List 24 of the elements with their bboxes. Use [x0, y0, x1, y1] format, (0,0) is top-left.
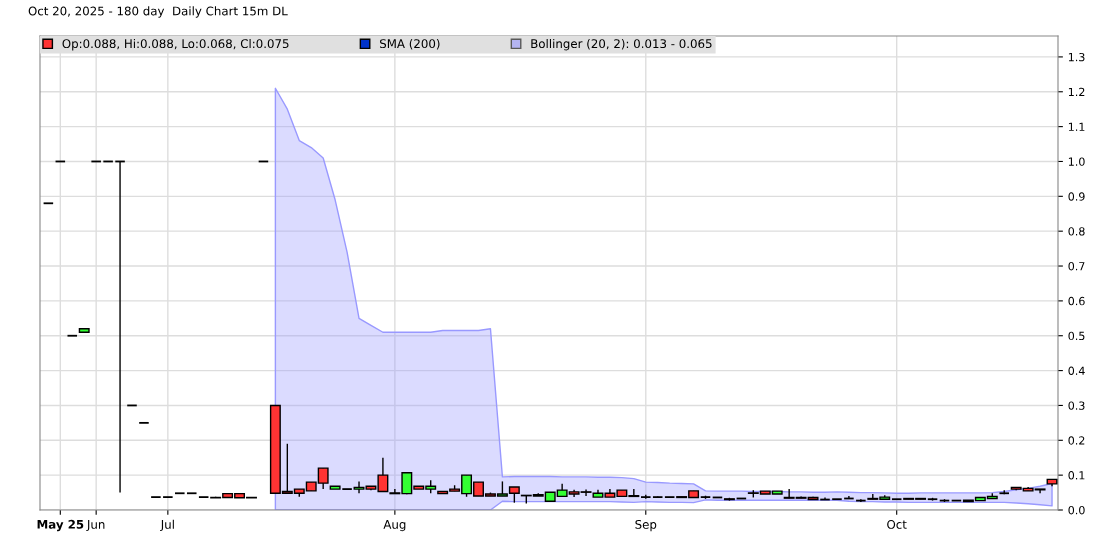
chart-subtitle: Oct 20, 2025 - 180 day Daily Chart 15m DL [28, 6, 288, 18]
legend-label: Op:0.088, Hi:0.088, Lo:0.068, Cl:0.075 [62, 38, 289, 51]
y-tick-label: 0.3 [1068, 401, 1085, 410]
y-tick-label: 1.1 [1068, 122, 1085, 131]
y-tick-label: 1.3 [1068, 52, 1085, 62]
y-tick-label: 0.9 [1068, 192, 1085, 201]
y-tick-label: 0.2 [1068, 436, 1085, 445]
y-tick-label: 0.7 [1068, 262, 1085, 271]
y-tick-label: 1.2 [1068, 87, 1085, 96]
x-tick-label: May 25 [37, 519, 84, 532]
legend-label: SMA (200) [380, 38, 440, 50]
x-tick-label: Oct [887, 519, 907, 529]
y-tick-label: 0.8 [1068, 227, 1085, 236]
legend-label: Bollinger (20, 2): 0.013 - 0.065 [531, 38, 712, 51]
y-tick-label: 0.1 [1068, 471, 1085, 480]
y-tick-label: 1.0 [1068, 157, 1085, 166]
x-tick-label: Jun [86, 520, 105, 532]
x-tick-label: Jul [160, 519, 174, 532]
y-tick-label: 0.5 [1068, 331, 1085, 341]
y-tick-label: 0.4 [1068, 366, 1085, 375]
y-tick-label: 0.0 [1068, 505, 1085, 515]
x-tick-label: Sep [635, 519, 657, 532]
y-tick-label: 0.6 [1068, 296, 1085, 306]
x-tick-label: Aug [383, 520, 406, 532]
